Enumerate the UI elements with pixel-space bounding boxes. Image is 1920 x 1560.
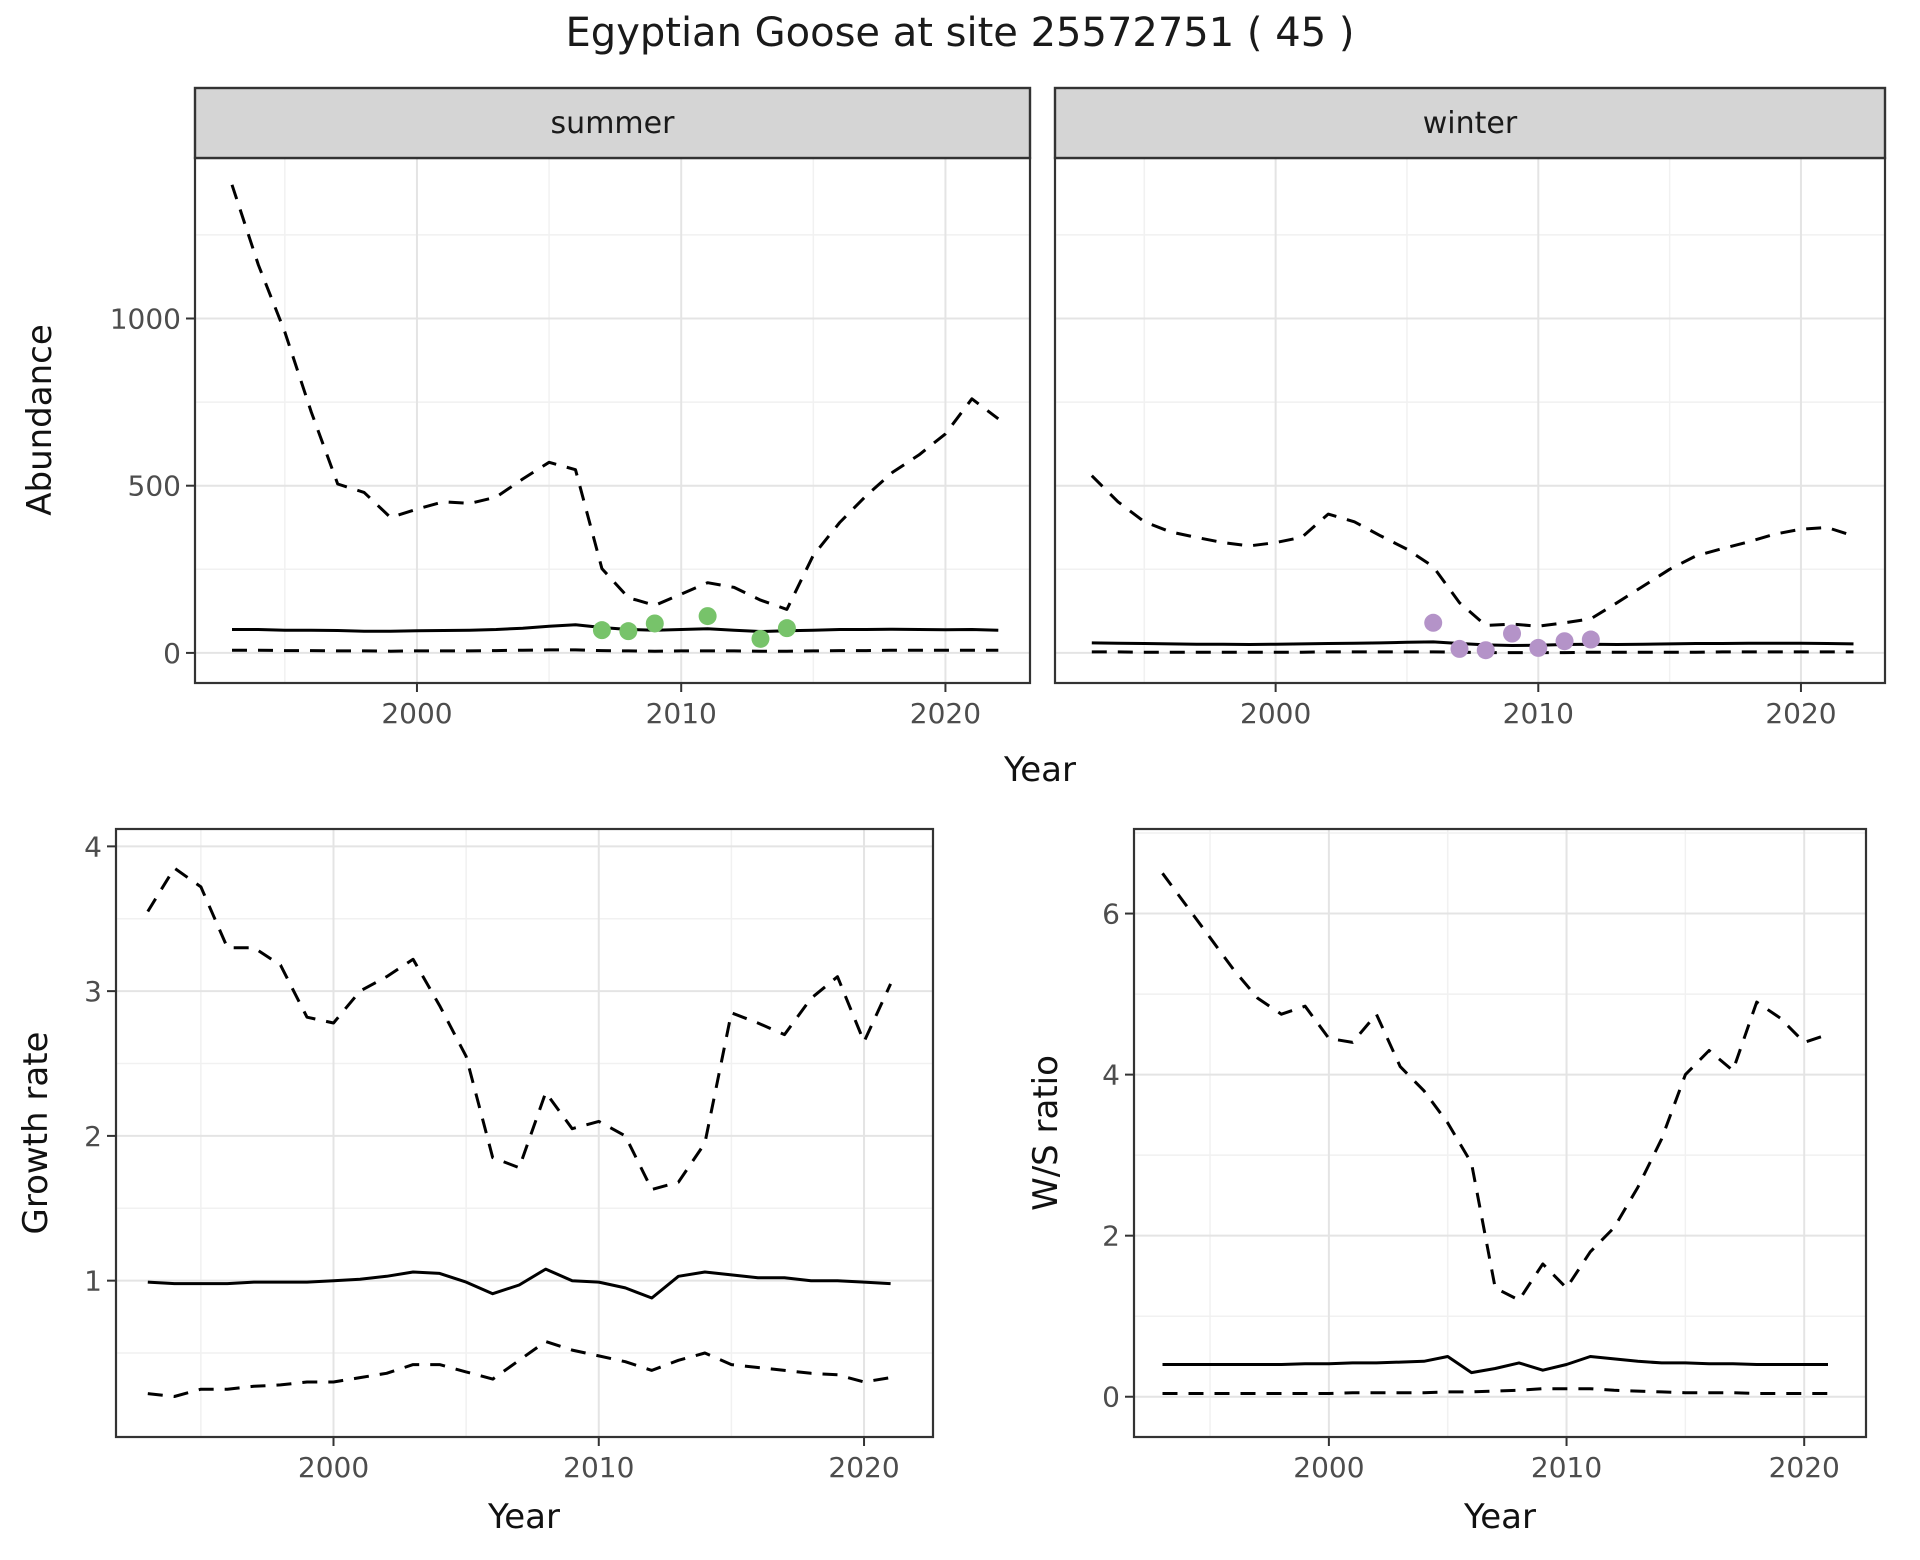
data-point-observed_counts_winter (1424, 613, 1443, 632)
facet-strip (1053, 86, 1887, 160)
ws-ratio-x-axis-label: Year (1464, 1497, 1536, 1537)
x-tick-label: 2020 (828, 1451, 899, 1484)
x-tick-label: 2010 (1503, 697, 1574, 730)
y-tick-label: 4 (1102, 1059, 1120, 1092)
y-tick-label: 2 (84, 1120, 102, 1153)
x-tick-label: 2000 (1240, 697, 1311, 730)
y-tick-label: 4 (84, 830, 102, 863)
facet-strip-label: winter (1423, 106, 1518, 141)
top-x-axis-label: Year (1004, 750, 1076, 790)
x-tick-label: 2020 (1765, 697, 1836, 730)
y-tick-label: 2 (1102, 1220, 1120, 1253)
y-tick-label: 500 (128, 470, 181, 503)
x-tick-label: 2010 (646, 697, 717, 730)
y-tick-label: 1 (84, 1265, 102, 1298)
chart-abundance_summer: 2000 2010 2020 0 500 1000 summer (110, 86, 1032, 730)
x-tick-label: 2020 (1769, 1451, 1840, 1484)
x-tick-label: 2000 (381, 697, 452, 730)
series-upper_ci (1090, 474, 1854, 628)
facet-strip (193, 86, 1032, 160)
x-tick-label: 2000 (298, 1451, 369, 1484)
data-point-observed_counts_summer (645, 614, 664, 633)
facet-strip-label: summer (551, 106, 676, 141)
y-tick-label: 0 (163, 637, 181, 670)
abundance-y-axis-label: Abundance (20, 324, 60, 516)
series-lower_ci (1091, 650, 1854, 655)
data-point-observed_counts_winter (1555, 632, 1574, 651)
panel-background (1134, 829, 1866, 1437)
series-lower_ci (232, 648, 999, 653)
data-point-observed_counts_winter (1476, 641, 1495, 660)
series-upper_ci (230, 184, 1000, 611)
panel-background (116, 829, 933, 1437)
data-point-observed_counts_winter (1503, 624, 1522, 643)
chart-growth_rate: 2000 2010 2020 1 2 3 4 (84, 827, 935, 1484)
panel-background (195, 158, 1030, 683)
series-median (232, 623, 999, 633)
growth-rate-y-axis-label: Growth rate (16, 1031, 56, 1235)
panel-background (1055, 158, 1885, 683)
y-tick-label: 6 (1102, 898, 1120, 931)
series-upper_ci (146, 866, 892, 1191)
panel-border (1132, 827, 1868, 1439)
chart-abundance_winter: 2000 2010 2020 winter (1053, 86, 1887, 730)
data-point-observed_counts_summer (751, 629, 770, 648)
data-point-observed_counts_summer (592, 621, 611, 640)
ws-ratio-y-axis-label: W/S ratio (1026, 1055, 1066, 1211)
data-point-observed_counts_summer (777, 619, 796, 638)
series-median (1162, 1355, 1828, 1375)
growth-rate-x-axis-label: Year (488, 1497, 560, 1537)
y-tick-label: 1000 (110, 303, 181, 336)
series-median (147, 1267, 891, 1300)
data-point-observed_counts_summer (619, 622, 638, 641)
data-point-observed_counts_winter (1581, 630, 1600, 649)
chart-title: Egyptian Goose at site 25572751 ( 45 ) (565, 10, 1355, 56)
x-tick-label: 2010 (1531, 1451, 1602, 1484)
chart-ws_ratio: 2000 2010 2020 0 2 4 6 (1102, 827, 1868, 1484)
data-point-observed_counts_summer (698, 607, 717, 626)
x-tick-label: 2000 (1293, 1451, 1364, 1484)
series-median (1091, 640, 1854, 647)
data-point-observed_counts_winter (1450, 639, 1469, 658)
panel-border (114, 827, 935, 1439)
series-lower_ci (1162, 1387, 1828, 1395)
y-tick-label: 0 (1102, 1381, 1120, 1414)
data-point-observed_counts_winter (1529, 638, 1548, 657)
x-tick-label: 2020 (910, 697, 981, 730)
y-tick-label: 3 (84, 975, 102, 1008)
x-tick-label: 2010 (563, 1451, 634, 1484)
